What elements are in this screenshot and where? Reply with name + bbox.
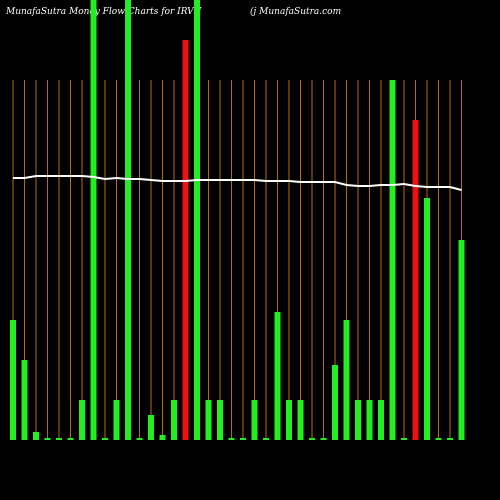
bar: [228, 438, 235, 440]
bar: [182, 40, 189, 440]
bar: [194, 0, 200, 440]
bar: [378, 400, 384, 440]
bar: [136, 438, 143, 440]
bar: [332, 365, 338, 440]
bar: [424, 198, 430, 440]
bar: [447, 438, 453, 440]
bar: [320, 438, 327, 440]
bar: [159, 435, 166, 440]
bar: [366, 400, 373, 440]
bar: [21, 360, 28, 440]
bar: [33, 432, 39, 440]
bar: [309, 438, 315, 440]
bar: [343, 320, 350, 440]
bar: [274, 312, 281, 440]
bar: [251, 400, 258, 440]
bar: [148, 415, 154, 440]
bar: [44, 438, 51, 440]
bar: [125, 0, 131, 440]
bar: [205, 400, 212, 440]
bar: [458, 240, 465, 440]
bar: [56, 438, 62, 440]
chart-subtitle: (j MunafaSutra.com: [250, 6, 341, 17]
bar: [102, 438, 108, 440]
money-flow-line: [13, 175, 462, 191]
bar: [401, 438, 407, 440]
bar: [263, 438, 269, 440]
bar: [389, 80, 396, 440]
bar: [286, 400, 292, 440]
bar: [435, 438, 442, 440]
chart-title: MunafaSutra Money Flow Charts for IRVH: [5, 7, 202, 17]
bar: [217, 400, 223, 440]
bar: [240, 438, 246, 440]
bar: [171, 400, 177, 440]
bar: [355, 400, 361, 440]
bar: [297, 400, 304, 440]
bar: [10, 320, 16, 440]
bar: [412, 120, 419, 440]
bar: [79, 400, 85, 440]
bar: [113, 400, 120, 440]
bar: [67, 438, 74, 440]
bar: [90, 0, 97, 440]
